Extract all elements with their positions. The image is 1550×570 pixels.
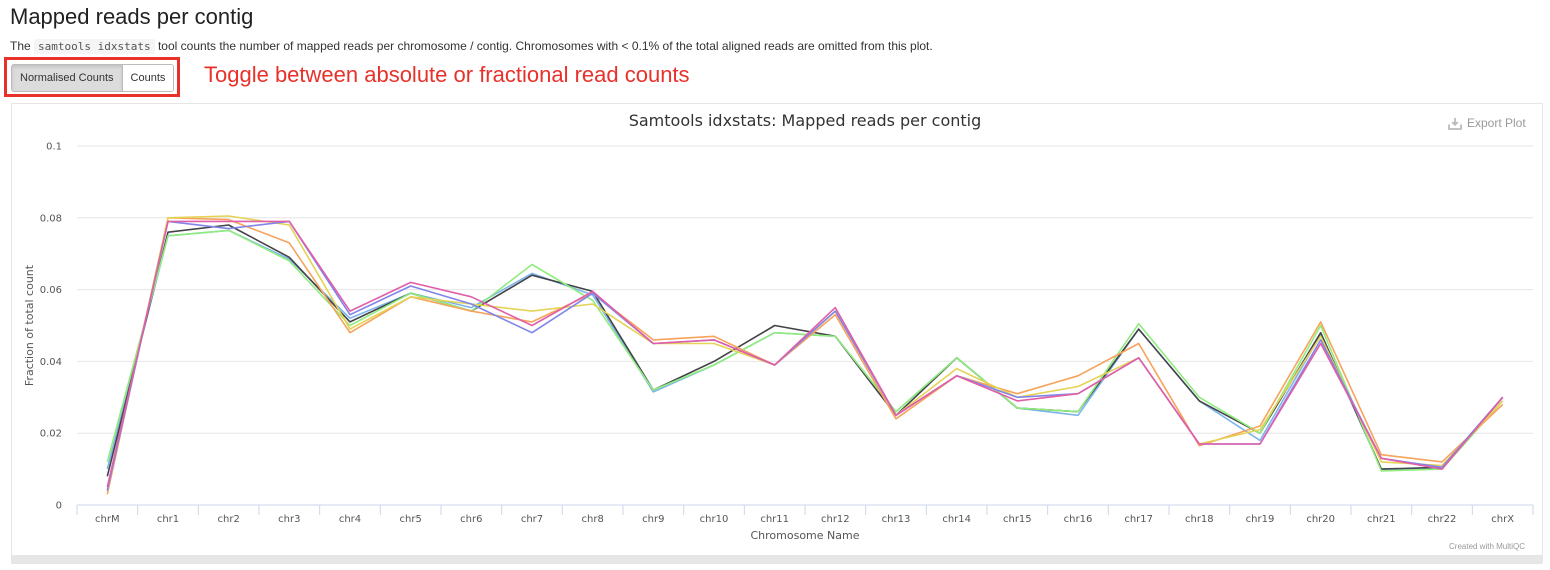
y-tick-label: 0.02: [40, 429, 62, 440]
page-description: The samtools idxstats tool counts the nu…: [10, 39, 933, 54]
x-tick-label: chrX: [1491, 514, 1514, 525]
y-tick-label: 0.04: [40, 357, 62, 368]
x-tick-label: chr1: [157, 514, 179, 525]
x-tick-label: chr16: [1064, 514, 1093, 525]
series-line-7: [106, 220, 1504, 488]
y-tick-label: 0.1: [46, 142, 62, 153]
export-plot-button[interactable]: Export Plot: [1448, 116, 1526, 130]
x-tick-label: chr19: [1246, 514, 1275, 525]
x-tick-label: chr14: [942, 514, 971, 525]
x-tick-label: chr22: [1428, 514, 1457, 525]
plot-resize-handle[interactable]: [11, 555, 1543, 564]
y-tick-label: 0.06: [40, 285, 62, 296]
x-tick-label: chr5: [400, 514, 422, 525]
x-tick-label: chr11: [760, 514, 789, 525]
page-title: Mapped reads per contig: [10, 4, 254, 29]
x-tick-label: chr13: [882, 514, 911, 525]
series-line-5: [106, 215, 1504, 491]
x-tick-label: chr15: [1003, 514, 1032, 525]
x-tick-label: chr6: [460, 514, 482, 525]
count-type-toggle: Normalised Counts Counts: [11, 64, 175, 92]
export-plot-label: Export Plot: [1467, 116, 1526, 130]
chart-title: Samtools idxstats: Mapped reads per cont…: [629, 111, 982, 130]
x-tick-label: chr12: [821, 514, 850, 525]
series-line-4: [106, 217, 1504, 495]
y-axis-title: Fraction of total count: [23, 264, 36, 386]
x-tick-label: chr9: [642, 514, 664, 525]
description-suffix: tool counts the number of mapped reads p…: [157, 39, 933, 53]
x-tick-label: chr3: [278, 514, 300, 525]
series-line-3: [106, 229, 1504, 472]
x-tick-label: chr17: [1124, 514, 1153, 525]
description-prefix: The: [10, 39, 31, 53]
toggle-annotation: Toggle between absolute or fractional re…: [204, 62, 690, 87]
x-tick-label: chr10: [700, 514, 729, 525]
normalised-counts-button[interactable]: Normalised Counts: [12, 65, 122, 91]
download-icon: [1448, 117, 1462, 130]
y-tick-label: 0: [56, 501, 62, 512]
x-tick-label: chrM: [95, 514, 120, 525]
x-tick-label: chr8: [582, 514, 604, 525]
counts-button[interactable]: Counts: [121, 65, 174, 91]
x-tick-label: chr20: [1306, 514, 1335, 525]
x-axis-title: Chromosome Name: [750, 529, 859, 542]
x-tick-label: chr4: [339, 514, 361, 525]
y-tick-label: 0.08: [40, 213, 62, 224]
x-tick-label: chr2: [218, 514, 240, 525]
tool-name-code: samtools idxstats: [34, 39, 155, 54]
multiqc-credit: Created with MultiQC: [1449, 542, 1526, 551]
toggle-highlight-box: [4, 57, 180, 97]
x-tick-label: chr7: [521, 514, 543, 525]
x-tick-label: chr21: [1367, 514, 1396, 525]
x-tick-label: chr18: [1185, 514, 1214, 525]
